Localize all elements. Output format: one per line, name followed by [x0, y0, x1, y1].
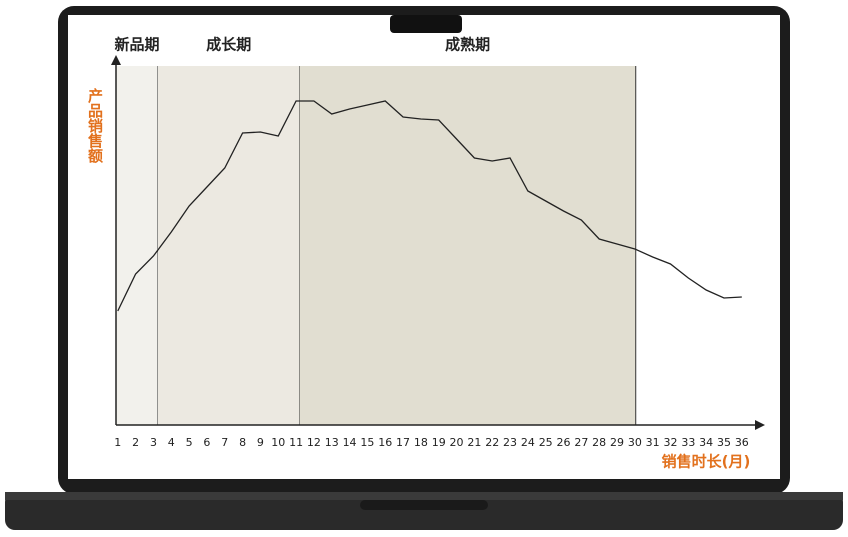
phase-label: 新品期 — [114, 36, 159, 54]
x-tick-label: 11 — [289, 436, 303, 449]
x-tick-label: 5 — [186, 436, 193, 449]
x-tick-label: 16 — [378, 436, 392, 449]
x-tick-label: 23 — [503, 436, 517, 449]
x-tick-label: 1 — [114, 436, 121, 449]
x-tick-label: 2 — [132, 436, 139, 449]
x-tick-label: 27 — [574, 436, 588, 449]
x-tick-label: 19 — [432, 436, 446, 449]
x-tick-label: 26 — [557, 436, 571, 449]
x-tick-label: 18 — [414, 436, 428, 449]
x-tick-label: 31 — [646, 436, 660, 449]
x-tick-label: 36 — [735, 436, 749, 449]
phase-label: 成熟期 — [445, 36, 490, 54]
phase-band — [116, 66, 158, 425]
y-axis-arrow — [111, 55, 121, 65]
notch — [390, 15, 462, 33]
x-tick-label: 34 — [699, 436, 713, 449]
x-tick-label: 29 — [610, 436, 624, 449]
sales-line — [117, 100, 742, 312]
x-tick-label: 12 — [307, 436, 321, 449]
y-axis-title: 产品销售额 — [86, 87, 104, 164]
laptop-hinge — [5, 492, 843, 500]
laptop-groove — [360, 500, 488, 510]
x-tick-label: 15 — [360, 436, 374, 449]
x-tick-label: 20 — [450, 436, 464, 449]
x-tick-label: 6 — [203, 436, 210, 449]
x-axis-title: 销售时长(月) — [662, 453, 751, 471]
x-tick-label: 21 — [467, 436, 481, 449]
x-tick-label: 33 — [681, 436, 695, 449]
x-tick-label: 32 — [664, 436, 678, 449]
x-tick-label: 22 — [485, 436, 499, 449]
x-tick-label: 25 — [539, 436, 553, 449]
x-tick-label: 24 — [521, 436, 535, 449]
x-tick-label: 14 — [343, 436, 357, 449]
x-tick-label: 28 — [592, 436, 606, 449]
x-tick-label: 17 — [396, 436, 410, 449]
x-tick-label: 7 — [221, 436, 228, 449]
x-tick-label: 3 — [150, 436, 157, 449]
phase-band — [299, 66, 636, 425]
phase-label: 成长期 — [206, 36, 251, 54]
laptop-base — [5, 492, 843, 530]
x-tick-label: 10 — [271, 436, 285, 449]
phase-band — [157, 66, 300, 425]
x-tick-label: 4 — [168, 436, 175, 449]
x-tick-label: 9 — [257, 436, 264, 449]
x-tick-label: 13 — [325, 436, 339, 449]
x-tick-label: 8 — [239, 436, 246, 449]
x-axis-arrow — [755, 420, 765, 430]
x-tick-label: 35 — [717, 436, 731, 449]
x-tick-label: 30 — [628, 436, 642, 449]
